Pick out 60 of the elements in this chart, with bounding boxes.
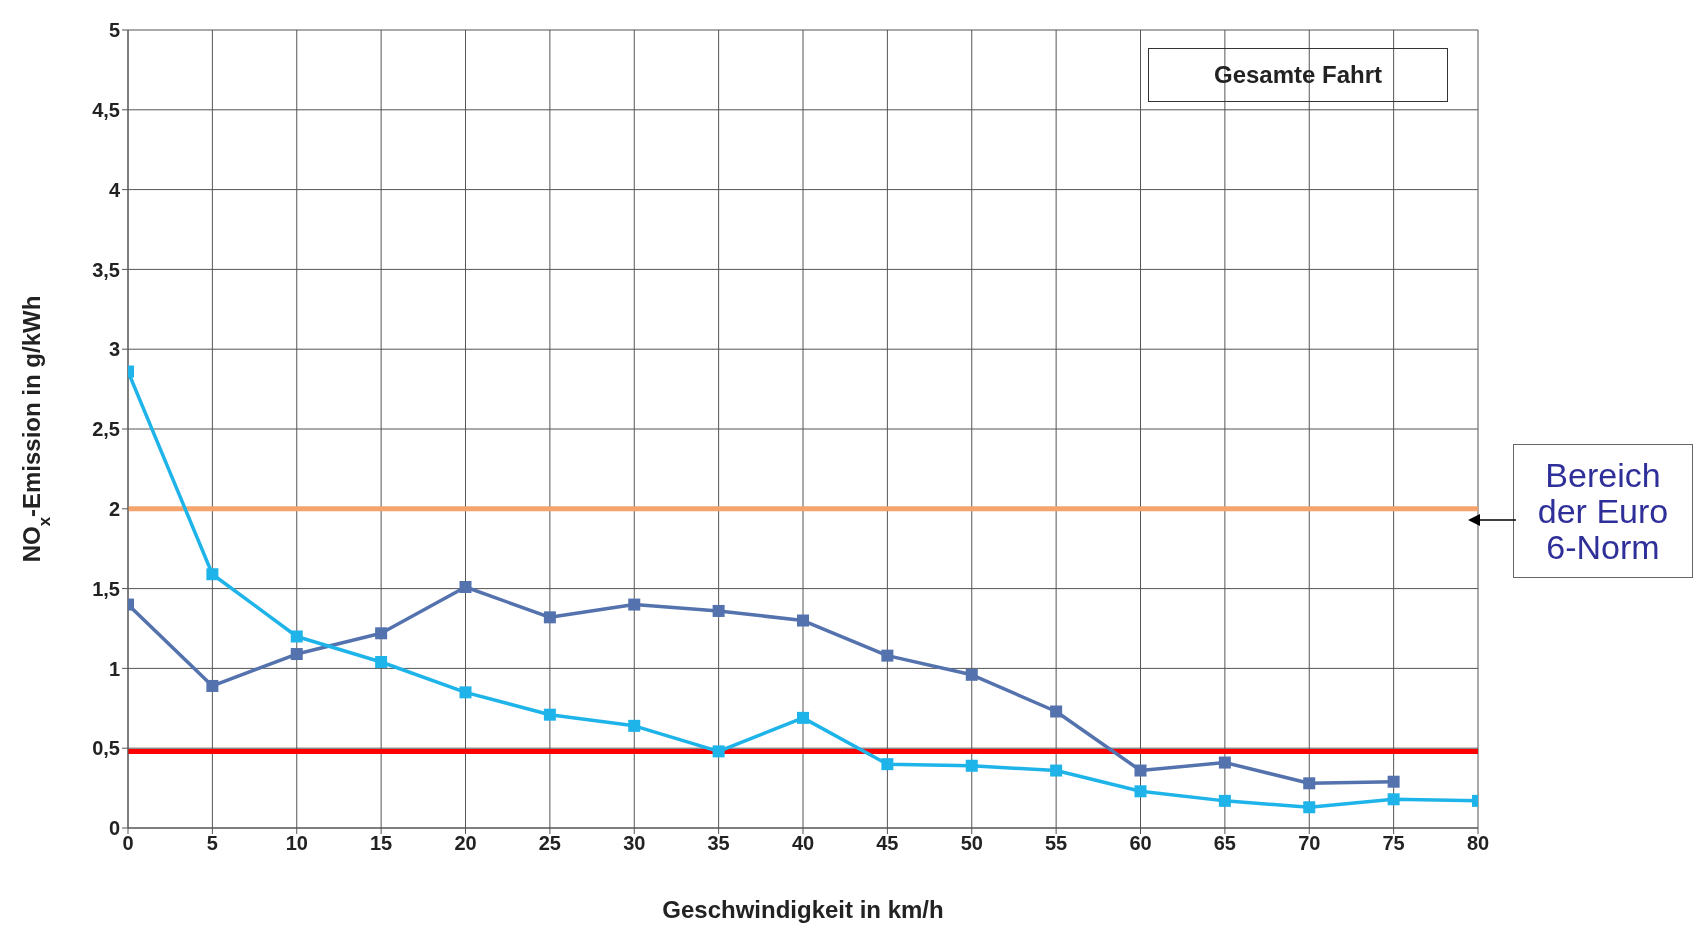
x-tick-label: 25 [538,832,561,855]
x-tick-label: 5 [206,832,218,855]
x-axis-title: Geschwindigkeit in km/h [662,896,944,923]
y-tick-label: 2 [108,497,120,520]
point [628,719,641,732]
x-tick-label: 80 [1466,832,1490,855]
point [712,604,725,617]
y-tick-label: 2,5 [92,418,120,441]
point [1303,801,1316,814]
y-tick-label: 3 [108,338,120,361]
x-tick-label: 70 [1298,832,1321,855]
point [797,614,809,627]
point [1218,756,1231,769]
y-tick-label: 0 [108,817,120,840]
y-tick-label: 0,5 [92,737,120,760]
point [1387,793,1400,806]
point [628,598,641,611]
x-tick-label: 75 [1382,832,1405,855]
x-tick-label: 15 [370,832,393,855]
y-tick-label: 1,5 [92,577,120,600]
y-tick-label: 1 [108,657,120,680]
point [1387,775,1400,788]
point [881,649,894,662]
point [1134,764,1147,777]
y-tick-label: 4,5 [92,98,120,121]
point [290,648,303,661]
point [965,668,978,681]
point [712,745,725,758]
y-tick-label: 5 [108,19,120,42]
y-tick-label: 3,5 [92,258,120,281]
x-tick-label: 35 [707,832,730,855]
point [375,656,388,669]
x-tick-label: 20 [454,832,477,855]
x-tick-label: 45 [876,832,899,855]
point [375,627,388,640]
y-tick-label: 4 [108,178,121,201]
point [1134,785,1147,798]
point [1218,794,1231,807]
x-tick-label: 65 [1213,832,1236,855]
point [1050,705,1063,718]
point [1050,764,1063,777]
point [797,711,809,724]
x-tick-label: 0 [122,832,134,855]
point [459,686,472,699]
point [206,568,219,581]
point [543,708,556,721]
point [206,679,219,692]
text: Bereich der Euro 6-Norm [1513,444,1693,578]
x-tick-label: 30 [623,832,646,855]
point [881,758,894,771]
point [290,630,303,643]
x-tick-label: 10 [285,832,308,855]
x-tick-label: 40 [791,832,815,855]
point [1303,777,1316,790]
point [543,611,556,624]
x-tick-label: 50 [960,832,983,855]
x-tick-label: 55 [1045,832,1068,855]
point [459,581,472,593]
x-tick-label: 60 [1129,832,1152,855]
point [965,759,978,772]
